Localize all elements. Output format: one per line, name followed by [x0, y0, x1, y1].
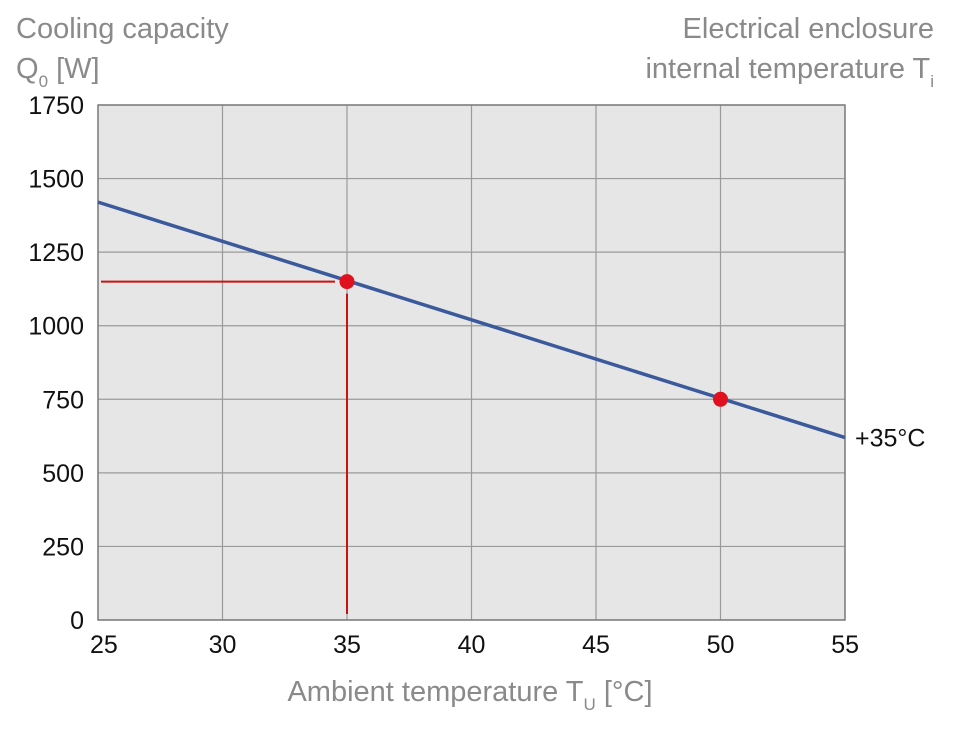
x-tick-label-25: 25	[90, 631, 118, 659]
y-tick-label-1750: 1750	[28, 92, 84, 120]
right-title-subscript: i	[930, 72, 934, 91]
y-axis-title-unit: [W]	[48, 53, 100, 85]
y-tick-label-1250: 1250	[28, 239, 84, 267]
x-tick-label-35: 35	[333, 631, 361, 659]
y-axis-title-line1: Cooling capacity	[16, 13, 229, 45]
guide-lines	[101, 280, 348, 614]
x-tick-label-40: 40	[458, 631, 486, 659]
data-markers	[339, 274, 728, 407]
x-tick-label-55: 55	[831, 631, 859, 659]
series-label-0: +35°C	[855, 425, 925, 453]
x-axis-title-unit: [°C]	[596, 676, 653, 708]
plot-border	[97, 104, 846, 621]
y-tick-label-750: 750	[42, 386, 84, 414]
y-tick-labels: 0 250 500 750 1000 1250 1500 1750	[28, 92, 84, 635]
y-tick-label-0: 0	[70, 607, 84, 635]
x-tick-labels: 25 30 35 40 45 50 55	[90, 631, 859, 659]
x-tick-label-45: 45	[582, 631, 610, 659]
y-tick-label-250: 250	[42, 533, 84, 561]
right-title-text: internal temperature T	[645, 53, 930, 85]
y-axis-title-line2: Q0 [W]	[16, 53, 100, 91]
x-axis-title: Ambient temperature TU [°C]	[287, 676, 652, 714]
y-tick-label-1000: 1000	[28, 313, 84, 341]
right-title-line1: Electrical enclosure	[683, 13, 934, 45]
series-labels: +35°C	[855, 425, 925, 453]
data-marker-0	[339, 274, 355, 290]
y-tick-label-1500: 1500	[28, 166, 84, 194]
x-axis-title-subscript: U	[584, 695, 596, 714]
x-axis-title-text: Ambient temperature T	[287, 676, 583, 708]
right-title-line2: internal temperature Ti	[645, 53, 934, 91]
y-axis-title-q: Q	[16, 53, 39, 85]
y-axis-title-subscript: 0	[39, 72, 48, 91]
x-tick-label-50: 50	[707, 631, 735, 659]
y-tick-label-500: 500	[42, 460, 84, 488]
data-marker-1	[713, 391, 728, 407]
x-tick-label-30: 30	[209, 631, 237, 659]
